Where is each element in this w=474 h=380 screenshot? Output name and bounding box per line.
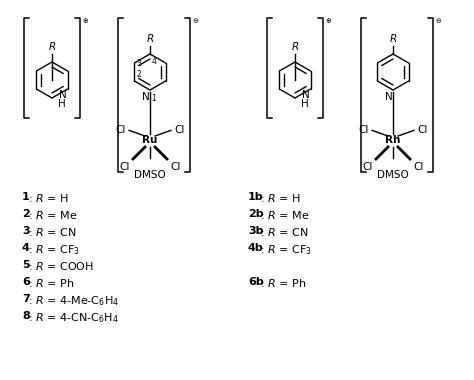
Text: 5: 5 [22,260,29,270]
Text: Cl: Cl [116,125,126,135]
Text: 4b: 4b [248,243,264,253]
Text: DMSO: DMSO [134,170,166,180]
Text: : $R$ = 4-CN-C$_6$H$_4$: : $R$ = 4-CN-C$_6$H$_4$ [28,311,119,325]
Text: 1: 1 [151,94,156,103]
Text: : $R$ = Ph: : $R$ = Ph [28,277,74,289]
Text: 3b: 3b [248,226,264,236]
Text: N: N [59,90,66,100]
Text: : $R$ = Ph: : $R$ = Ph [260,277,306,289]
Text: H: H [301,99,309,109]
Text: 2: 2 [137,70,141,79]
Text: 8: 8 [22,311,30,321]
Text: : $R$ = COOH: : $R$ = COOH [28,260,94,272]
Text: Cl: Cl [170,162,181,172]
Text: $R$: $R$ [291,40,299,52]
Text: N: N [385,92,393,102]
Text: Cl: Cl [359,125,369,135]
Text: Cl: Cl [363,162,373,172]
Text: Cl: Cl [417,125,428,135]
Text: Cl: Cl [119,162,130,172]
Text: 7: 7 [22,294,30,304]
Text: Cl: Cl [174,125,184,135]
Text: 4: 4 [22,243,30,253]
Text: $^{\oplus}$: $^{\oplus}$ [325,18,332,28]
Text: N: N [302,90,310,100]
Text: : $R$ = 4-Me-C$_6$H$_4$: : $R$ = 4-Me-C$_6$H$_4$ [28,294,119,308]
Text: $R$: $R$ [389,32,397,44]
Text: $^{\oplus}$: $^{\oplus}$ [82,18,89,28]
Text: 1: 1 [22,192,30,202]
Text: DMSO: DMSO [377,170,409,180]
Text: Cl: Cl [413,162,423,172]
Text: 2: 2 [22,209,30,219]
Text: : $R$ = CF$_3$: : $R$ = CF$_3$ [260,243,312,257]
Text: N: N [142,92,150,102]
Text: $^{\ominus}$: $^{\ominus}$ [192,18,199,28]
Text: 6b: 6b [248,277,264,287]
Text: 1b: 1b [248,192,264,202]
Text: : $R$ = CN: : $R$ = CN [28,226,76,238]
Text: : $R$ = Me: : $R$ = Me [28,209,77,221]
Text: $R$: $R$ [146,32,154,44]
Text: H: H [58,99,65,109]
Text: : $R$ = CN: : $R$ = CN [260,226,309,238]
Text: Rh: Rh [385,135,401,145]
Text: $^{\ominus}$: $^{\ominus}$ [435,18,442,28]
Text: 2b: 2b [248,209,264,219]
Text: 6: 6 [22,277,30,287]
Text: $R$: $R$ [48,40,56,52]
Text: : $R$ = H: : $R$ = H [28,192,69,204]
Text: : $R$ = Me: : $R$ = Me [260,209,310,221]
Text: : $R$ = CF$_3$: : $R$ = CF$_3$ [28,243,80,257]
Text: 3: 3 [22,226,29,236]
Text: Ru: Ru [142,135,158,145]
Text: 3: 3 [137,59,141,68]
Text: 4: 4 [152,57,157,66]
Text: : $R$ = H: : $R$ = H [260,192,301,204]
